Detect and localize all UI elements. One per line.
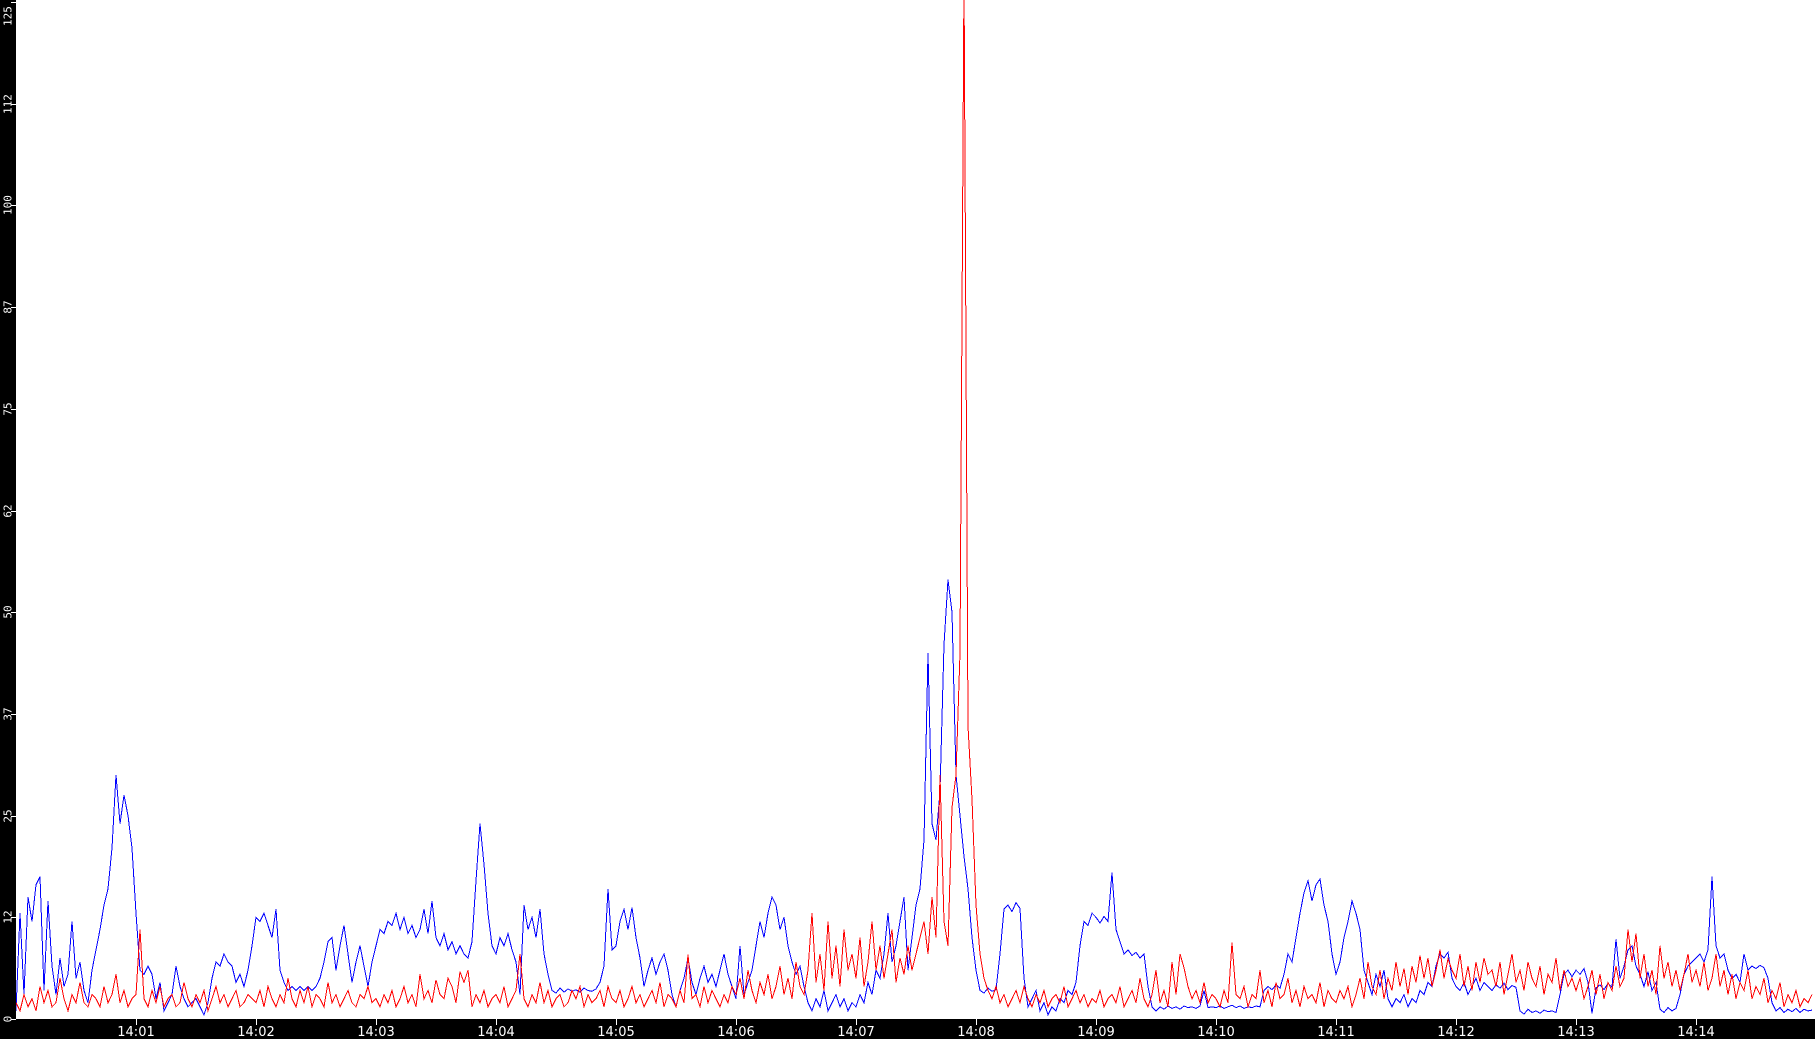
y-tick-mark xyxy=(11,917,16,918)
y-tick-mark xyxy=(11,2,16,3)
x-tick-label: 14:07 xyxy=(837,1025,875,1039)
x-tick-label: 14:08 xyxy=(957,1025,995,1039)
x-tick-label: 14:14 xyxy=(1677,1025,1715,1039)
x-tick-mark xyxy=(136,1019,137,1025)
y-tick-mark xyxy=(11,816,16,817)
x-tick-mark xyxy=(376,1019,377,1025)
x-tick-label: 14:03 xyxy=(357,1025,395,1039)
x-tick-label: 14:04 xyxy=(477,1025,515,1039)
x-tick-label: 14:11 xyxy=(1317,1025,1355,1039)
x-tick-label: 14:01 xyxy=(117,1025,155,1039)
series-blue-line xyxy=(15,579,1813,1017)
x-tick-mark xyxy=(1696,1019,1697,1025)
series-red-line xyxy=(15,0,1813,1013)
x-tick-mark xyxy=(736,1019,737,1025)
x-tick-label: 14:06 xyxy=(717,1025,755,1039)
y-tick-mark xyxy=(11,714,16,715)
y-tick-mark xyxy=(11,1019,16,1020)
y-tick-label: 87 xyxy=(1,300,15,314)
y-tick-label: 50 xyxy=(1,605,15,619)
x-tick-mark xyxy=(1336,1019,1337,1025)
y-tick-mark xyxy=(11,409,16,410)
x-tick-label: 14:05 xyxy=(597,1025,635,1039)
y-tick-label: 37 xyxy=(1,707,15,721)
y-tick-label: 125 xyxy=(1,6,15,26)
y-tick-mark xyxy=(11,511,16,512)
x-axis-bar xyxy=(0,1019,1815,1039)
x-tick-label: 14:02 xyxy=(237,1025,275,1039)
x-tick-mark xyxy=(856,1019,857,1025)
x-tick-mark xyxy=(1576,1019,1577,1025)
y-tick-label: 25 xyxy=(1,809,15,823)
y-tick-mark xyxy=(11,612,16,613)
x-tick-label: 14:12 xyxy=(1437,1025,1475,1039)
y-tick-label: 112 xyxy=(1,94,15,114)
y-tick-label: 62 xyxy=(1,504,15,518)
y-tick-mark xyxy=(11,307,16,308)
x-tick-label: 14:13 xyxy=(1557,1025,1595,1039)
x-tick-mark xyxy=(976,1019,977,1025)
x-tick-mark xyxy=(1216,1019,1217,1025)
y-tick-mark xyxy=(11,205,16,206)
x-tick-label: 14:10 xyxy=(1197,1025,1235,1039)
x-tick-mark xyxy=(616,1019,617,1025)
x-tick-label: 14:09 xyxy=(1077,1025,1115,1039)
y-tick-label: 12 xyxy=(1,910,15,924)
y-tick-mark xyxy=(11,104,16,105)
y-axis-bar xyxy=(0,0,16,1039)
x-tick-mark xyxy=(1456,1019,1457,1025)
y-tick-label: 75 xyxy=(1,402,15,416)
x-tick-mark xyxy=(1096,1019,1097,1025)
y-tick-label: 0 xyxy=(1,1015,15,1023)
x-tick-mark xyxy=(496,1019,497,1025)
x-tick-mark xyxy=(256,1019,257,1025)
y-tick-label: 100 xyxy=(1,195,15,215)
